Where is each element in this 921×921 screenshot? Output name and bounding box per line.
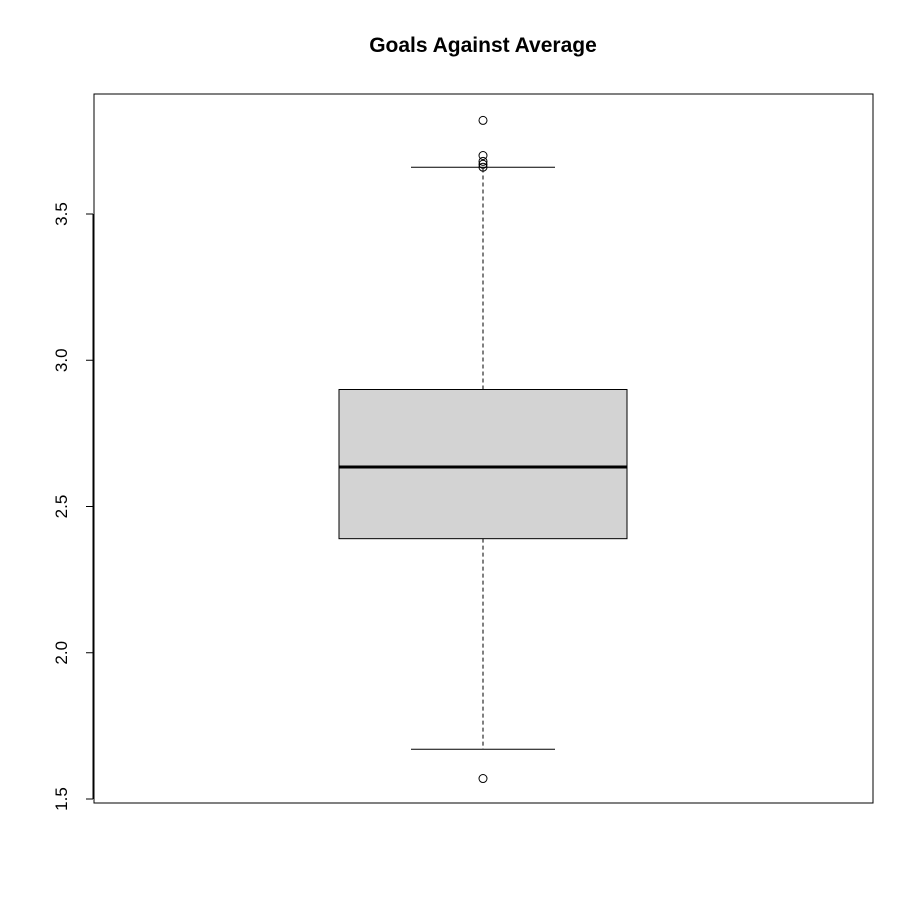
outlier-point — [478, 156, 488, 166]
interquartile-box — [338, 389, 628, 540]
y-tick-label: 3.0 — [52, 348, 71, 372]
chart-title: Goals Against Average — [369, 34, 597, 57]
y-tick-label: 1.5 — [52, 787, 71, 811]
box-plot — [338, 115, 628, 784]
y-axis: 1.5 2.0 2.5 3.0 3.5 — [52, 202, 94, 811]
y-tick-label: 2.0 — [52, 641, 71, 665]
outlier-point — [478, 151, 488, 160]
outlier-point — [478, 159, 488, 169]
y-tick-label: 3.5 — [52, 202, 71, 226]
plot-frame — [93, 93, 874, 804]
outlier-point — [478, 774, 488, 784]
outlier-point — [478, 115, 488, 125]
y-tick-label: 2.5 — [52, 495, 71, 519]
outlier-point — [478, 162, 488, 172]
